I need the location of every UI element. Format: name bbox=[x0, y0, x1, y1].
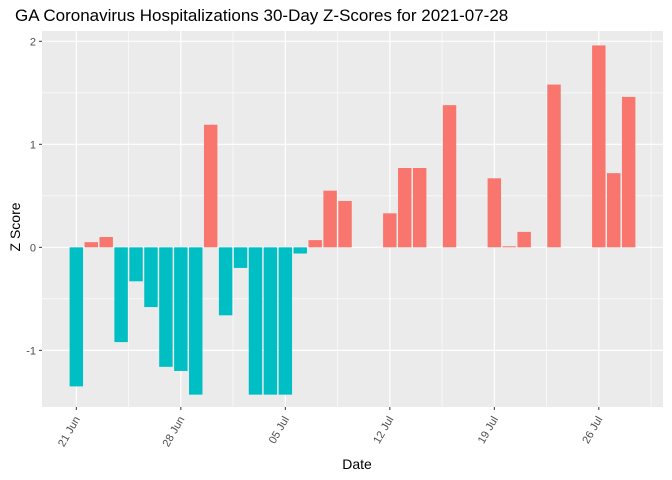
x-tick-label: 28 Jun bbox=[161, 415, 188, 450]
x-tick-label: 19 Jul bbox=[476, 415, 501, 446]
bar bbox=[547, 84, 561, 248]
bar bbox=[248, 247, 263, 395]
bar bbox=[144, 247, 158, 308]
bar bbox=[592, 45, 606, 248]
bar bbox=[383, 213, 397, 248]
y-tick-label: 0 bbox=[30, 242, 36, 254]
y-tick-label: 1 bbox=[30, 139, 36, 151]
bar bbox=[233, 247, 248, 268]
bar bbox=[293, 247, 307, 254]
y-tick-label: -1 bbox=[26, 345, 36, 357]
x-axis-title: Date bbox=[342, 456, 372, 472]
bar bbox=[174, 247, 188, 371]
bar bbox=[278, 247, 293, 395]
bar bbox=[159, 247, 173, 367]
bar bbox=[621, 96, 636, 248]
bar bbox=[338, 200, 352, 248]
x-tick-label: 12 Jul bbox=[371, 415, 396, 446]
y-tick-label: 2 bbox=[30, 36, 36, 48]
bar bbox=[218, 247, 233, 316]
bar bbox=[129, 247, 143, 282]
bar bbox=[323, 190, 337, 248]
y-axis-title: Z Score bbox=[7, 202, 23, 251]
bar bbox=[99, 237, 113, 248]
bar bbox=[263, 247, 278, 395]
bar bbox=[308, 240, 322, 248]
y-axis: -1 0 1 2 bbox=[26, 36, 42, 357]
x-tick-label: 21 Jun bbox=[56, 415, 83, 450]
bar bbox=[398, 168, 412, 248]
x-axis: 21 Jun 28 Jun 05 Jul 12 Jul 19 Jul 26 Jul bbox=[56, 407, 605, 449]
bar bbox=[607, 173, 621, 248]
bar bbox=[517, 231, 531, 248]
gridlines bbox=[23, 31, 663, 407]
bars bbox=[69, 45, 636, 395]
chart-title: GA Coronavirus Hospitalizations 30-Day Z… bbox=[15, 6, 508, 25]
bar bbox=[203, 124, 218, 248]
bar bbox=[487, 178, 502, 248]
bar bbox=[114, 247, 128, 343]
bar bbox=[69, 247, 84, 387]
bar bbox=[84, 242, 98, 248]
x-tick-label: 05 Jul bbox=[267, 415, 292, 446]
x-tick-label: 26 Jul bbox=[580, 415, 605, 446]
bar bbox=[189, 247, 203, 395]
bar bbox=[442, 105, 457, 248]
bar bbox=[502, 246, 516, 248]
bar bbox=[412, 168, 427, 248]
